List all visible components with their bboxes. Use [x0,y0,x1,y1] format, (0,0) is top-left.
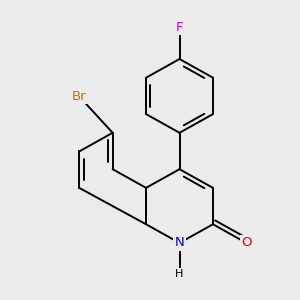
Text: N: N [175,236,184,250]
Text: O: O [241,236,252,250]
Text: H: H [175,269,184,279]
Text: Br: Br [72,90,86,103]
Text: F: F [176,20,183,34]
